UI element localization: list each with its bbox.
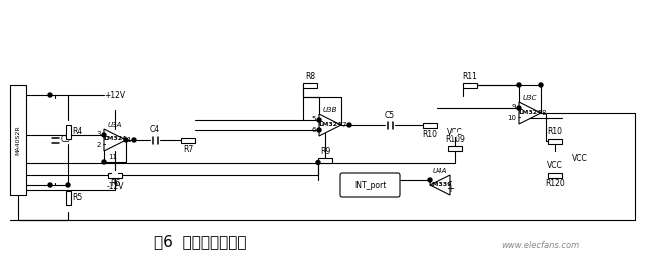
Text: 10: 10 [507, 115, 516, 121]
Circle shape [66, 183, 70, 187]
Circle shape [517, 83, 521, 87]
Text: LM324: LM324 [103, 136, 126, 141]
Bar [108, 172, 122, 178]
Text: R11: R11 [462, 72, 477, 81]
Text: +: + [315, 117, 323, 127]
Text: U3A: U3A [108, 122, 122, 128]
Text: U3B: U3B [323, 107, 337, 113]
Bar [65, 191, 70, 205]
Circle shape [102, 133, 106, 137]
Text: R6: R6 [110, 179, 120, 188]
Bar [463, 82, 477, 88]
Text: U4A: U4A [433, 168, 447, 174]
Text: R9: R9 [320, 146, 330, 155]
Text: 11: 11 [108, 154, 117, 160]
Bar [10, 85, 26, 195]
Text: R8: R8 [305, 72, 315, 81]
Bar [423, 122, 437, 127]
Text: 7: 7 [341, 122, 346, 128]
Text: C5: C5 [385, 110, 395, 120]
Text: R10: R10 [548, 127, 563, 136]
Bar [548, 172, 562, 178]
Text: -12V: -12V [106, 182, 124, 191]
Text: -: - [102, 139, 106, 149]
Text: 5: 5 [312, 116, 316, 122]
Text: www.elecfans.com: www.elecfans.com [501, 242, 579, 250]
Circle shape [317, 128, 321, 132]
Circle shape [48, 183, 52, 187]
Polygon shape [319, 114, 341, 136]
Text: 2: 2 [96, 142, 101, 148]
Circle shape [102, 160, 106, 164]
Circle shape [517, 106, 521, 110]
Bar [448, 146, 462, 151]
Bar [548, 139, 562, 144]
Text: R7: R7 [183, 145, 193, 153]
Circle shape [316, 160, 320, 165]
Text: +: + [446, 184, 454, 194]
Bar [303, 82, 317, 88]
Text: 6: 6 [312, 127, 316, 133]
Text: R5: R5 [72, 193, 83, 203]
Text: +: + [515, 105, 523, 115]
Polygon shape [430, 175, 450, 195]
Text: R10: R10 [422, 129, 437, 139]
Text: VCC: VCC [547, 161, 563, 170]
Text: +12V: +12V [104, 91, 126, 100]
Circle shape [124, 138, 128, 142]
Text: INT_port: INT_port [354, 180, 386, 190]
Bar [318, 158, 332, 162]
Text: U3C: U3C [523, 95, 537, 101]
Bar [65, 125, 70, 139]
Circle shape [132, 138, 136, 142]
Text: LM339: LM339 [428, 181, 452, 186]
Text: LM324: LM324 [318, 121, 342, 127]
Polygon shape [104, 129, 126, 151]
Text: 9: 9 [512, 104, 516, 110]
Text: R109: R109 [445, 134, 465, 144]
Text: -: - [449, 176, 452, 186]
Text: R4: R4 [72, 127, 83, 136]
Text: 图6  超声波接收电路: 图6 超声波接收电路 [154, 235, 246, 250]
Circle shape [347, 123, 351, 127]
Circle shape [317, 118, 321, 122]
Text: C3: C3 [61, 135, 70, 145]
Text: LM324: LM324 [518, 109, 542, 114]
Circle shape [428, 178, 432, 182]
Text: 3: 3 [96, 131, 101, 137]
Text: VCC: VCC [572, 154, 588, 163]
Text: -: - [517, 112, 521, 122]
Circle shape [48, 93, 52, 97]
Text: 8: 8 [541, 110, 546, 116]
Circle shape [452, 132, 458, 136]
Bar [181, 138, 195, 142]
Polygon shape [519, 102, 541, 124]
Circle shape [539, 83, 543, 87]
FancyBboxPatch shape [340, 173, 400, 197]
Text: C4: C4 [150, 126, 160, 134]
Text: VCC: VCC [447, 128, 463, 137]
Text: +: + [100, 132, 108, 142]
Text: -: - [318, 124, 321, 134]
Text: R120: R120 [545, 179, 565, 188]
Circle shape [574, 165, 580, 170]
Circle shape [552, 153, 557, 158]
Circle shape [113, 105, 117, 109]
Circle shape [113, 172, 117, 177]
Text: MA40S2R: MA40S2R [16, 125, 20, 155]
Text: 1: 1 [126, 137, 130, 143]
